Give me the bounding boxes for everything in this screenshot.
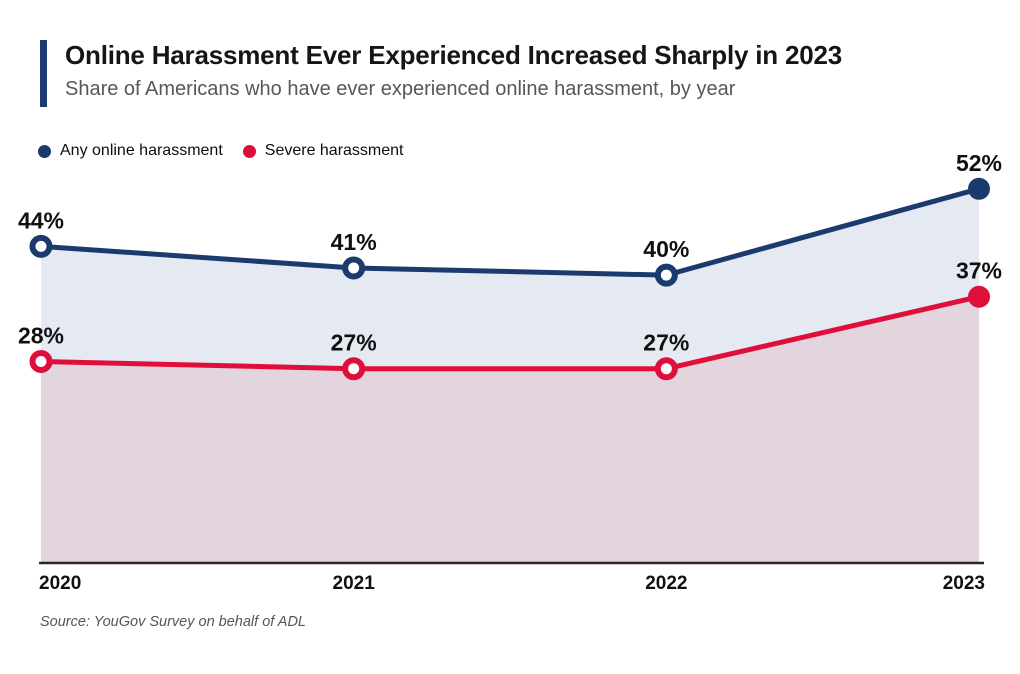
any-online-harassment-marker-2021: [342, 256, 366, 280]
severe-harassment-marker-2020: [29, 350, 53, 373]
legend: Any online harassment Severe harassment: [38, 142, 404, 160]
severe-harassment-marker-2021: [342, 357, 366, 381]
title-accent-bar: [40, 40, 47, 107]
chart-subtitle: Share of Americans who have ever experie…: [65, 78, 736, 100]
x-axis-tick-2022: 2022: [645, 573, 687, 594]
source-note: Source: YouGov Survey on behalf of ADL: [40, 614, 306, 630]
chart-title: Online Harassment Ever Experienced Incre…: [65, 40, 843, 70]
legend-label: Severe harassment: [264, 142, 404, 159]
legend-label: Any online harassment: [60, 142, 223, 159]
any-online-harassment-data-label-2023: 52%: [956, 150, 1002, 176]
severe-harassment-marker-2022: [654, 357, 678, 381]
x-axis-tick-2020: 2020: [39, 573, 81, 594]
title-block: Online Harassment Ever Experienced Incre…: [65, 40, 842, 107]
any-online-harassment-marker-2020: [29, 234, 53, 258]
legend-dot-icon: [242, 144, 256, 158]
severe-harassment-marker-2023: [968, 285, 990, 308]
any-online-harassment-marker-2023: [968, 177, 990, 200]
severe-harassment-data-label-2021: 27%: [331, 330, 377, 356]
any-online-harassment-data-label-2022: 40%: [643, 236, 689, 262]
severe-harassment-area: [41, 296, 979, 563]
severe-harassment-data-label-2022: 27%: [643, 330, 689, 356]
any-online-harassment-data-label-2021: 41%: [331, 229, 377, 255]
legend-item-severe-harassment: Severe harassment: [242, 142, 404, 160]
severe-harassment-data-label-2023: 37%: [956, 258, 1002, 284]
any-online-harassment-marker-2022: [654, 263, 678, 287]
severe-harassment-data-label-2020: 28%: [18, 323, 64, 349]
legend-dot-icon: [38, 144, 51, 158]
severe-harassment-line: [38, 294, 982, 372]
legend-item-any-online-harassment: Any online harassment: [38, 142, 223, 160]
x-axis-tick-2023: 2023: [943, 573, 985, 594]
x-axis-tick-2021: 2021: [333, 573, 376, 594]
any-online-harassment-data-label-2020: 44%: [18, 207, 64, 233]
chart-header: Online Harassment Ever Experienced Incre…: [40, 40, 842, 107]
any-online-harassment-line: [38, 186, 982, 278]
